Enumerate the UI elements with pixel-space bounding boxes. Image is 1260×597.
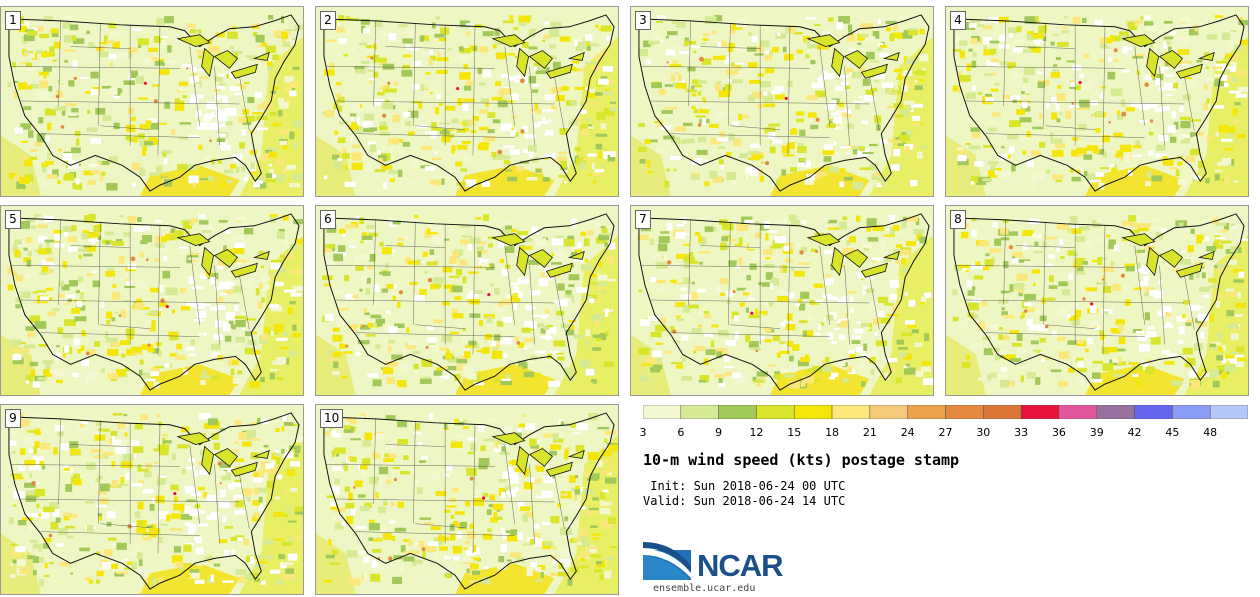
colorbar-bin [680, 405, 719, 419]
colorbar-tick-label: 12 [749, 426, 764, 439]
member-number-label: 4 [950, 11, 966, 30]
colorbar-tick-label: 36 [1051, 426, 1066, 439]
member-number-label: 10 [320, 409, 344, 428]
colorbar [643, 405, 1248, 419]
colorbar-bin [756, 405, 795, 419]
colorbar-tick-label: 48 [1203, 426, 1218, 439]
colorbar-tick-label: 9 [715, 426, 723, 439]
member-number-label: 5 [5, 210, 21, 229]
colorbar-tick-label: 15 [787, 426, 802, 439]
wind-speed-map [1, 405, 303, 594]
ensemble-member-panel: 6 [315, 205, 619, 396]
member-number-label: 6 [320, 210, 336, 229]
wind-speed-map [316, 405, 618, 594]
colorbar-tick-label: 39 [1089, 426, 1104, 439]
page-title: 10-m wind speed (kts) postage stamp [643, 451, 960, 469]
colorbar-tick-label: 45 [1165, 426, 1180, 439]
init-time: Init: Sun 2018-06-24 00 UTC [643, 479, 846, 493]
ensemble-member-panel: 1 [0, 6, 304, 197]
colorbar-bin [945, 405, 984, 419]
ensemble-member-panel: 2 [315, 6, 619, 197]
logo-url: ensemble.ucar.edu [653, 583, 756, 594]
member-number-label: 3 [635, 11, 651, 30]
wind-speed-map [946, 206, 1248, 395]
colorbar-tick-label: 18 [825, 426, 840, 439]
colorbar-tick-label: 21 [862, 426, 877, 439]
colorbar-tick-label: 24 [900, 426, 915, 439]
ensemble-member-panel: 9 [0, 404, 304, 595]
member-number-label: 7 [635, 210, 651, 229]
wind-speed-map [631, 7, 933, 196]
valid-time: Valid: Sun 2018-06-24 14 UTC [643, 494, 846, 508]
ensemble-member-panel: 3 [630, 6, 934, 197]
colorbar-bin [1172, 405, 1211, 419]
colorbar-bin [869, 405, 908, 419]
wind-speed-map [316, 206, 618, 395]
colorbar-bin [907, 405, 946, 419]
ensemble-member-panel: 4 [945, 6, 1249, 197]
ensemble-member-panel: 8 [945, 205, 1249, 396]
colorbar-tick-label: 3 [639, 426, 647, 439]
ncar-logo-icon [643, 542, 691, 580]
colorbar-bin [1134, 405, 1173, 419]
colorbar-tick-label: 27 [938, 426, 953, 439]
member-number-label: 1 [5, 11, 21, 30]
ensemble-member-panel: 5 [0, 205, 304, 396]
wind-speed-map [316, 7, 618, 196]
colorbar-bin [1020, 405, 1060, 419]
colorbar-bin [1209, 405, 1248, 419]
ensemble-member-panel: 7 [630, 205, 934, 396]
member-number-label: 9 [5, 409, 21, 428]
colorbar-bin [794, 405, 833, 419]
ensemble-member-panel: 10 [315, 404, 619, 595]
colorbar-bin [643, 405, 682, 419]
colorbar-bin [1058, 405, 1098, 419]
member-number-label: 2 [320, 11, 336, 30]
wind-speed-map [946, 7, 1248, 196]
colorbar-bin [718, 405, 757, 419]
logo-name: NCAR [697, 548, 784, 583]
colorbar-bin [1096, 405, 1135, 419]
colorbar-tick-label: 6 [677, 426, 685, 439]
colorbar-tick-label: 33 [1014, 426, 1029, 439]
wind-speed-map [1, 7, 303, 196]
colorbar-bin [983, 405, 1022, 419]
colorbar-tick-label: 30 [976, 426, 991, 439]
colorbar-tick-label: 42 [1127, 426, 1142, 439]
wind-speed-map [631, 206, 933, 395]
colorbar-bin [831, 405, 871, 419]
member-number-label: 8 [950, 210, 966, 229]
wind-speed-map [1, 206, 303, 395]
